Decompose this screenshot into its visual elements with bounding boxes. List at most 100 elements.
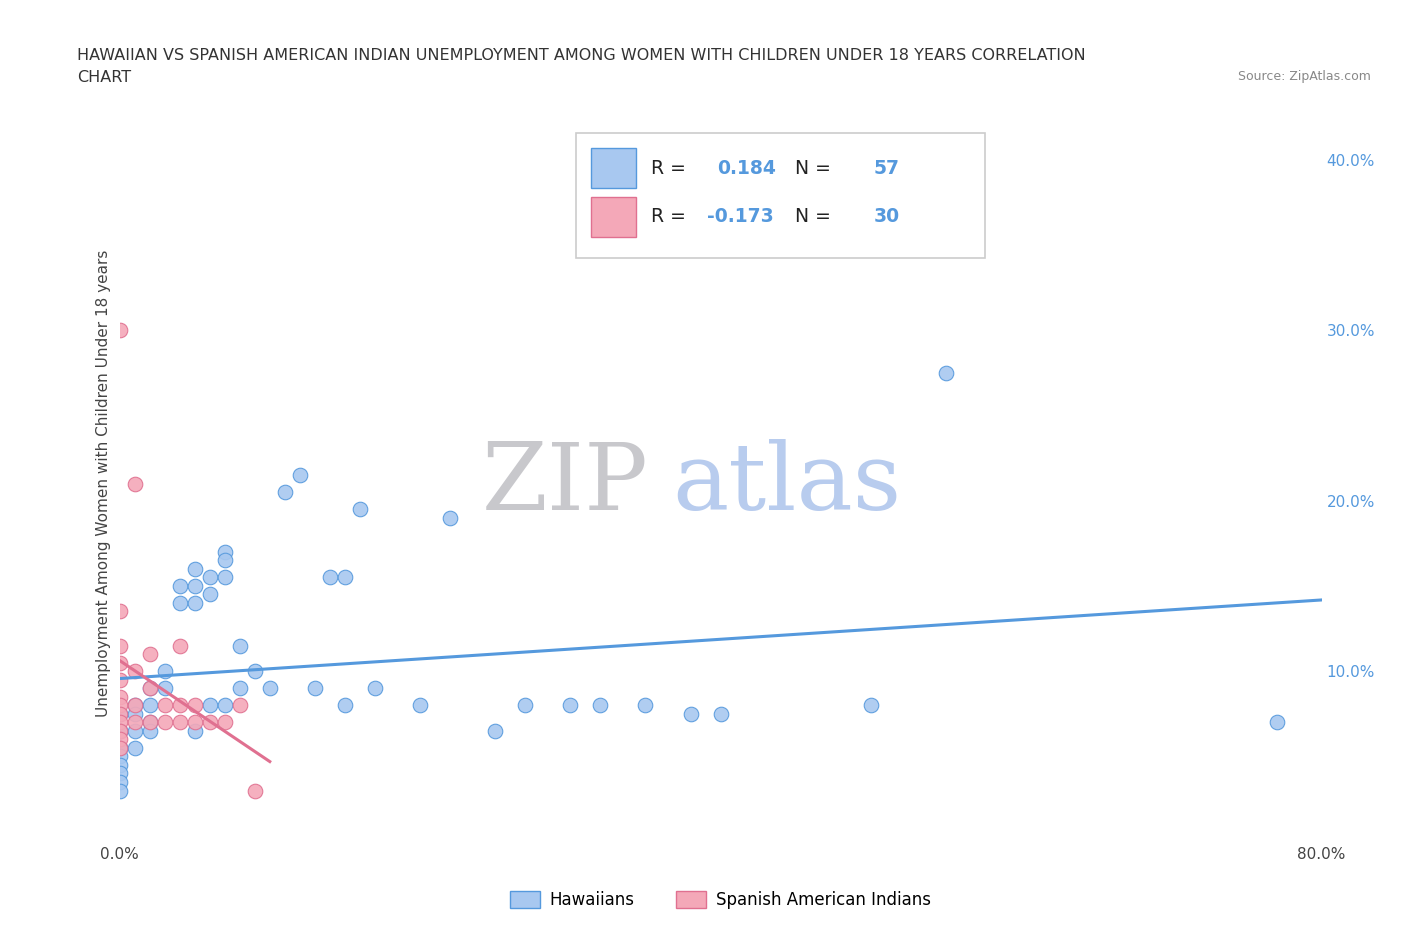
Point xyxy=(108,740,131,755)
Point xyxy=(198,587,221,602)
Point xyxy=(228,698,252,712)
Text: 0.184: 0.184 xyxy=(717,159,776,178)
Point xyxy=(259,681,281,696)
Bar xyxy=(591,149,637,188)
Text: atlas: atlas xyxy=(672,439,901,528)
Point xyxy=(138,715,160,730)
Point xyxy=(138,681,160,696)
Text: N =: N = xyxy=(783,207,837,226)
Point xyxy=(1265,715,1288,730)
Point xyxy=(108,724,131,738)
Point xyxy=(333,570,356,585)
Text: R =: R = xyxy=(651,159,692,178)
Point xyxy=(138,646,160,661)
Point xyxy=(515,698,537,712)
Point xyxy=(198,698,221,712)
Point xyxy=(198,715,221,730)
Point xyxy=(108,707,131,722)
Point xyxy=(183,698,205,712)
Point xyxy=(214,698,236,712)
Point xyxy=(108,656,131,671)
Point xyxy=(214,570,236,585)
Point xyxy=(108,757,131,772)
Point xyxy=(138,681,160,696)
Point xyxy=(183,715,205,730)
Bar xyxy=(591,197,637,236)
Point xyxy=(169,638,191,653)
Point xyxy=(153,681,176,696)
Point xyxy=(288,468,311,483)
Point xyxy=(138,724,160,738)
Point xyxy=(108,698,131,712)
Point xyxy=(243,783,266,798)
Point xyxy=(589,698,612,712)
FancyBboxPatch shape xyxy=(576,133,986,258)
Point xyxy=(124,707,146,722)
Point xyxy=(169,698,191,712)
Point xyxy=(108,604,131,619)
Text: Source: ZipAtlas.com: Source: ZipAtlas.com xyxy=(1237,70,1371,83)
Point xyxy=(274,485,297,499)
Point xyxy=(108,323,131,338)
Point xyxy=(108,672,131,687)
Point xyxy=(153,715,176,730)
Point xyxy=(228,681,252,696)
Point xyxy=(935,365,957,380)
Text: HAWAIIAN VS SPANISH AMERICAN INDIAN UNEMPLOYMENT AMONG WOMEN WITH CHILDREN UNDER: HAWAIIAN VS SPANISH AMERICAN INDIAN UNEM… xyxy=(77,48,1085,63)
Point xyxy=(859,698,882,712)
Point xyxy=(183,595,205,610)
Point xyxy=(124,724,146,738)
Point xyxy=(349,502,371,517)
Point xyxy=(439,511,461,525)
Point xyxy=(124,698,146,712)
Point xyxy=(108,707,131,722)
Point xyxy=(228,638,252,653)
Point xyxy=(108,732,131,747)
Point xyxy=(153,664,176,679)
Point xyxy=(333,698,356,712)
Point xyxy=(153,698,176,712)
Point xyxy=(169,715,191,730)
Point xyxy=(108,766,131,781)
Point xyxy=(108,724,131,738)
Y-axis label: Unemployment Among Women with Children Under 18 years: Unemployment Among Women with Children U… xyxy=(96,250,111,717)
Point xyxy=(183,724,205,738)
Text: R =: R = xyxy=(651,207,692,226)
Point xyxy=(183,562,205,577)
Legend: Hawaiians, Spanish American Indians: Hawaiians, Spanish American Indians xyxy=(503,884,938,916)
Point xyxy=(124,698,146,712)
Point xyxy=(108,740,131,755)
Point xyxy=(243,664,266,679)
Point xyxy=(169,578,191,593)
Point xyxy=(183,578,205,593)
Point xyxy=(124,715,146,730)
Point xyxy=(108,775,131,790)
Text: 57: 57 xyxy=(873,159,900,178)
Point xyxy=(124,664,146,679)
Point xyxy=(319,570,342,585)
Text: -0.173: -0.173 xyxy=(707,207,775,226)
Point xyxy=(124,476,146,491)
Text: ZIP: ZIP xyxy=(482,439,648,528)
Point xyxy=(679,707,702,722)
Point xyxy=(138,715,160,730)
Point xyxy=(108,715,131,730)
Point xyxy=(108,689,131,704)
Point xyxy=(709,707,731,722)
Point xyxy=(108,749,131,764)
Point xyxy=(364,681,387,696)
Text: 30: 30 xyxy=(873,207,900,226)
Point xyxy=(198,570,221,585)
Point xyxy=(214,544,236,559)
Point xyxy=(108,638,131,653)
Point xyxy=(560,698,582,712)
Point xyxy=(108,740,131,755)
Point xyxy=(124,740,146,755)
Point xyxy=(409,698,432,712)
Point xyxy=(214,553,236,568)
Text: CHART: CHART xyxy=(77,70,131,85)
Point xyxy=(108,783,131,798)
Point xyxy=(484,724,506,738)
Point xyxy=(214,715,236,730)
Text: N =: N = xyxy=(783,159,837,178)
